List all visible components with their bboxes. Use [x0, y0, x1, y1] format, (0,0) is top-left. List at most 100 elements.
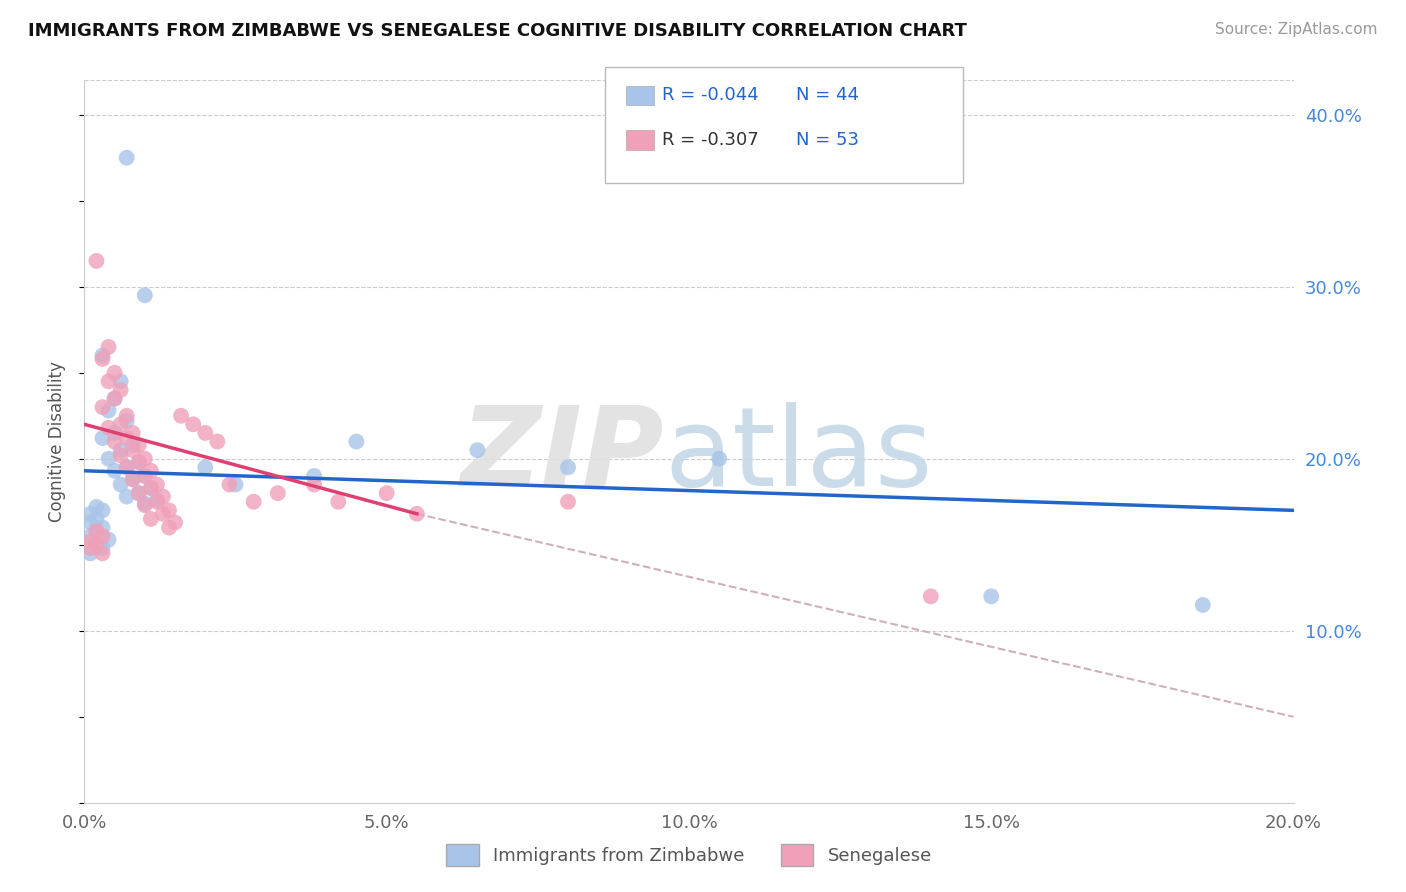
Point — [709, 451, 731, 466]
Point — [557, 494, 579, 508]
Point — [139, 481, 162, 495]
Text: atlas: atlas — [665, 402, 934, 509]
Point — [115, 460, 138, 475]
Point — [91, 349, 114, 363]
Point — [91, 541, 114, 556]
Point — [110, 383, 132, 397]
Y-axis label: Cognitive Disability: Cognitive Disability — [48, 361, 66, 522]
Text: ZIP: ZIP — [461, 402, 665, 509]
Point — [110, 417, 132, 432]
Point — [375, 486, 398, 500]
Point — [91, 503, 114, 517]
Point — [104, 434, 127, 449]
Point — [110, 477, 132, 491]
Point — [91, 529, 114, 543]
Point — [115, 409, 138, 423]
Point — [165, 516, 187, 530]
Point — [97, 451, 120, 466]
Point — [121, 472, 143, 486]
Point — [121, 472, 143, 486]
Text: IMMIGRANTS FROM ZIMBABWE VS SENEGALESE COGNITIVE DISABILITY CORRELATION CHART: IMMIGRANTS FROM ZIMBABWE VS SENEGALESE C… — [28, 22, 967, 40]
Point — [157, 503, 180, 517]
Point — [86, 524, 108, 538]
Point — [86, 524, 108, 538]
Point — [128, 486, 150, 500]
Point — [267, 486, 290, 500]
Point — [134, 496, 156, 510]
Point — [79, 534, 101, 549]
Point — [242, 494, 264, 508]
Point — [146, 477, 169, 491]
Point — [920, 590, 942, 604]
Point — [557, 460, 579, 475]
Text: R = -0.044: R = -0.044 — [662, 87, 759, 104]
Point — [79, 529, 101, 543]
Point — [79, 546, 101, 560]
Point — [86, 253, 108, 268]
Point — [134, 469, 156, 483]
Point — [170, 409, 193, 423]
Point — [134, 498, 156, 512]
Point — [181, 417, 204, 432]
Point — [110, 375, 132, 389]
Point — [115, 414, 138, 428]
Point — [115, 431, 138, 445]
Point — [134, 451, 156, 466]
Point — [86, 538, 108, 552]
Point — [97, 375, 120, 389]
Point — [134, 469, 156, 483]
Point — [91, 351, 114, 366]
Point — [115, 490, 138, 504]
Point — [194, 425, 217, 440]
Point — [121, 425, 143, 440]
Point — [157, 520, 180, 534]
Point — [97, 340, 120, 354]
Point — [128, 455, 150, 469]
Point — [115, 151, 138, 165]
Point — [121, 438, 143, 452]
Point — [104, 464, 127, 478]
Text: R = -0.307: R = -0.307 — [662, 131, 759, 149]
Point — [104, 366, 127, 380]
Point — [121, 443, 143, 458]
Point — [104, 392, 127, 406]
Point — [139, 512, 162, 526]
Point — [302, 469, 325, 483]
Legend: Immigrants from Zimbabwe, Senegalese: Immigrants from Zimbabwe, Senegalese — [439, 837, 939, 873]
Point — [110, 448, 132, 462]
Point — [79, 541, 101, 556]
Point — [139, 464, 162, 478]
Point — [218, 477, 240, 491]
Point — [467, 443, 489, 458]
Point — [91, 400, 114, 414]
Text: Source: ZipAtlas.com: Source: ZipAtlas.com — [1215, 22, 1378, 37]
Point — [146, 494, 169, 508]
Point — [128, 438, 150, 452]
Point — [128, 455, 150, 469]
Text: N = 53: N = 53 — [796, 131, 859, 149]
Point — [97, 533, 120, 547]
Point — [406, 507, 429, 521]
Point — [86, 512, 108, 526]
Point — [86, 538, 108, 552]
Point — [225, 477, 247, 491]
Point — [104, 425, 127, 440]
Point — [207, 434, 229, 449]
Point — [86, 500, 108, 514]
Point — [115, 460, 138, 475]
Point — [328, 494, 350, 508]
Point — [110, 443, 132, 458]
Point — [104, 392, 127, 406]
Point — [91, 520, 114, 534]
Point — [97, 403, 120, 417]
Point — [152, 507, 174, 521]
Point — [980, 590, 1002, 604]
Point — [139, 481, 162, 495]
Point — [346, 434, 368, 449]
Point — [79, 507, 101, 521]
Point — [79, 516, 101, 530]
Point — [97, 421, 120, 435]
Point — [91, 431, 114, 445]
Point — [152, 490, 174, 504]
Text: N = 44: N = 44 — [796, 87, 859, 104]
